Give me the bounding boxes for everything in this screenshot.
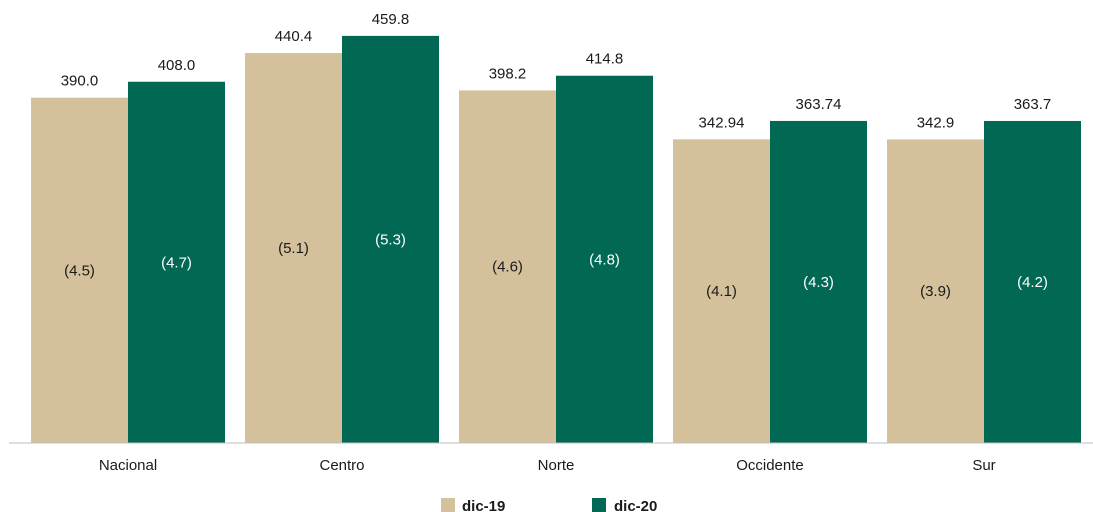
value-label-norte-dic-20: 414.8: [586, 51, 624, 68]
bar-norte-dic-19: [459, 90, 556, 443]
bars-layer: [31, 35, 1081, 444]
bar-occidente-dic-20: [770, 120, 867, 444]
value-label-centro-dic-19: 440.4: [275, 28, 313, 45]
x-tick-label-nacional: Nacional: [99, 457, 157, 474]
inner-label-nacional-dic-19: (4.5): [64, 262, 95, 279]
bar-occidente-dic-19: [673, 139, 770, 443]
x-tick-label-norte: Norte: [538, 457, 575, 474]
inner-label-norte-dic-19: (4.6): [492, 259, 523, 276]
inner-label-occidente-dic-19: (4.1): [706, 283, 737, 300]
bar-sur-dic-20: [984, 120, 1081, 443]
legend: dic-19 dic-20: [441, 498, 657, 512]
bar-sur-dic-19: [887, 139, 984, 443]
value-label-sur-dic-20: 363.7: [1014, 96, 1052, 113]
inner-label-sur-dic-19: (3.9): [920, 283, 951, 300]
inner-label-nacional-dic-20: (4.7): [161, 254, 192, 271]
inner-label-centro-dic-19: (5.1): [278, 240, 309, 257]
bar-norte-dic-20: [556, 75, 653, 444]
x-tick-label-occidente: Occidente: [736, 457, 804, 474]
value-label-nacional-dic-20: 408.0: [158, 57, 196, 74]
bar-nacional-dic-19: [31, 97, 128, 443]
value-label-occidente-dic-20: 363.74: [796, 96, 842, 113]
inner-label-norte-dic-20: (4.8): [589, 251, 620, 268]
bar-nacional-dic-20: [128, 81, 225, 443]
bar-centro-dic-19: [245, 53, 342, 443]
x-tick-label-centro: Centro: [319, 457, 364, 474]
legend-swatch-dic-19: [441, 498, 455, 512]
inner-label-sur-dic-20: (4.2): [1017, 274, 1048, 291]
legend-label-dic-20: dic-20: [614, 498, 657, 512]
inner-label-occidente-dic-20: (4.3): [803, 274, 834, 291]
bar-centro-dic-20: [342, 35, 439, 444]
inner-label-centro-dic-20: (5.3): [375, 231, 406, 248]
labels-layer: 390.0 (4.5) 408.0 (4.7) 440.4 (5.1) 459.8 (5.3)…: [61, 11, 1052, 300]
x-tick-label-sur: Sur: [972, 457, 995, 474]
x-axis-ticks: Nacional Centro Norte Occidente Sur: [99, 457, 996, 474]
value-label-centro-dic-20: 459.8: [372, 11, 410, 28]
value-label-sur-dic-19: 342.9: [917, 114, 955, 131]
value-label-nacional-dic-19: 390.0: [61, 73, 99, 90]
value-label-occidente-dic-19: 342.94: [699, 114, 745, 131]
legend-label-dic-19: dic-19: [462, 498, 505, 512]
value-label-norte-dic-19: 398.2: [489, 65, 527, 82]
legend-swatch-dic-20: [592, 498, 606, 512]
